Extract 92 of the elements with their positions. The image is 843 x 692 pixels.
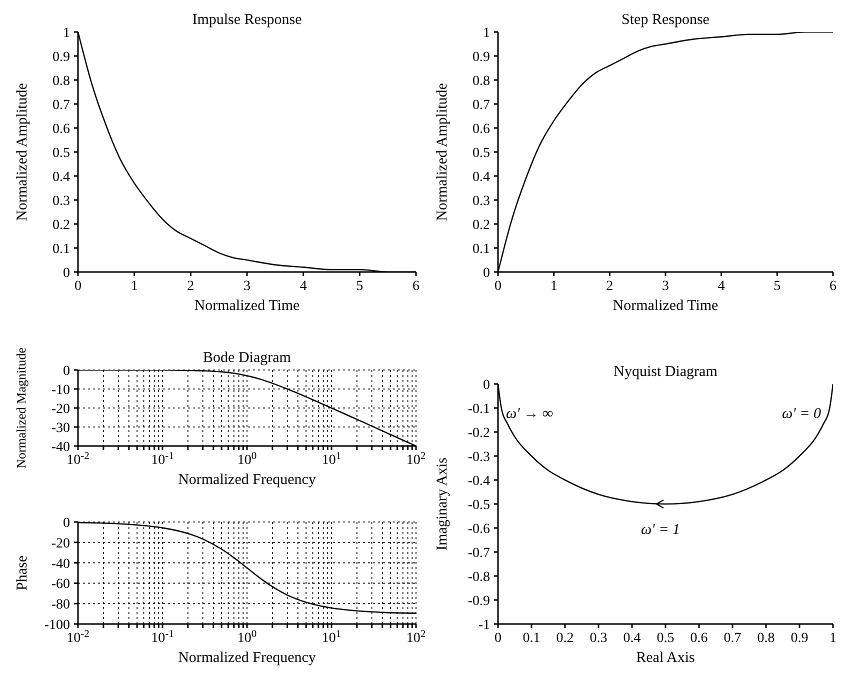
y-tick-label: -60 [51,577,70,592]
x-tick-label: 0.8 [757,631,775,646]
x-tick-label: 0.4 [623,631,641,646]
y-axis-title: Normalized Amplitude [14,82,30,221]
x-tick-label: 10$^{0}$ [237,450,257,468]
y-tick-label: 0 [63,516,70,531]
x-axis-title: Normalized Frequency [178,650,316,666]
y-tick-label: 0.9 [52,50,70,65]
y-tick-label: 0.1 [52,242,70,257]
x-tick-label: 10$^{2}$ [406,450,426,468]
y-tick-label: -0.2 [468,426,490,441]
x-tick-label: 10$^{1}$ [322,450,342,468]
y-tick-label: 0.8 [472,74,490,89]
x-tick-label: 2 [187,279,194,294]
y-tick-label: 0.9 [472,50,490,65]
y-tick-label: -0.1 [468,402,490,417]
y-tick-label: 0 [63,266,70,281]
x-axis-title: Normalized Frequency [178,472,316,488]
y-tick-label: 0 [63,364,70,379]
x-axis-title: Real Axis [636,650,696,666]
annotation: ω′ → ∞ [506,406,554,422]
y-tick-label: 0.5 [52,146,70,161]
y-tick-label: 0.2 [52,218,70,233]
x-axis-title: Normalized Time [612,298,719,314]
y-tick-label: -0.4 [468,474,490,489]
y-tick-label: 0.1 [472,242,490,257]
x-tick-label: 1 [830,631,836,646]
x-tick-label: 10$^{-1}$ [151,628,174,646]
x-tick-label: 3 [662,279,669,294]
y-tick-label: 0.6 [52,122,70,137]
x-tick-label: 0.5 [656,631,674,646]
x-axis-title: Normalized Time [194,298,300,314]
y-tick-label: 0 [483,266,490,281]
y-tick-label: 0.4 [52,170,70,185]
annotation: ω′ = 1 [641,522,680,538]
chart-title: Step Response [622,12,710,28]
y-axis-title: Normalized Amplitude [434,82,450,221]
x-tick-label: 10$^{0}$ [237,628,257,646]
x-tick-label: 0 [74,279,82,294]
chart-title: Impulse Response [192,12,302,28]
chart-title: Nyquist Diagram [614,364,718,380]
x-tick-label: 2 [606,279,614,294]
y-tick-label: 1 [483,26,490,41]
y-tick-label: -1 [478,618,490,633]
y-tick-label: -40 [51,556,70,572]
y-tick-label: 0.4 [472,170,490,185]
y-tick-label: 0 [483,378,490,393]
y-tick-label: -0.8 [468,570,490,585]
x-tick-label: 10$^{-1}$ [151,450,174,468]
y-tick-label: -20 [51,536,70,552]
y-tick-label: -0.9 [468,594,490,609]
x-tick-label: 0.2 [556,631,574,646]
x-tick-label: 5 [356,279,364,294]
x-tick-label: 4 [300,279,307,294]
x-tick-label: 0.3 [590,631,608,646]
x-tick-label: 6 [830,279,836,294]
y-axis-title: Normalized Magnitude [14,347,29,468]
y-tick-label: 0.5 [472,146,490,161]
y-axis-title: Phase [14,555,30,590]
x-tick-label: 0.7 [724,631,742,646]
y-tick-label: 1 [63,26,70,41]
chart-title: Bode Diagram [203,350,292,366]
x-tick-label: 10$^{1}$ [322,628,342,646]
y-tick-label: -80 [51,598,70,613]
x-tick-label: 10$^{2}$ [406,628,426,646]
annotation: ω′ = 0 [782,406,822,422]
y-tick-label: -20 [51,402,70,417]
y-tick-label: -0.5 [468,498,490,513]
y-tick-label: -30 [51,421,70,436]
x-tick-label: 6 [412,279,420,294]
y-tick-label: 0.3 [52,194,70,209]
y-tick-label: 0.7 [52,98,70,113]
y-tick-label: 0.6 [472,122,490,137]
x-tick-label: 0.9 [790,631,808,646]
x-tick-label: 0.1 [522,631,540,646]
y-tick-label: -0.3 [468,450,490,465]
y-tick-label: -0.7 [468,546,490,561]
y-axis-title: Imaginary Axis [434,457,450,550]
y-tick-label: 0.3 [472,194,490,209]
x-tick-label: 0 [494,631,502,646]
x-tick-label: 4 [718,279,725,294]
x-tick-label: 0.6 [690,631,708,646]
y-tick-label: 0.7 [472,98,490,113]
y-tick-label: 0.8 [52,74,70,89]
x-tick-label: 0 [494,279,502,294]
x-tick-label: 1 [550,279,558,294]
y-tick-label: -10 [51,383,70,398]
y-tick-label: 0.2 [472,218,490,233]
x-tick-label: 5 [774,279,781,294]
y-tick-label: -0.6 [468,522,490,537]
x-tick-label: 3 [244,279,250,294]
x-tick-label: 1 [130,279,138,294]
